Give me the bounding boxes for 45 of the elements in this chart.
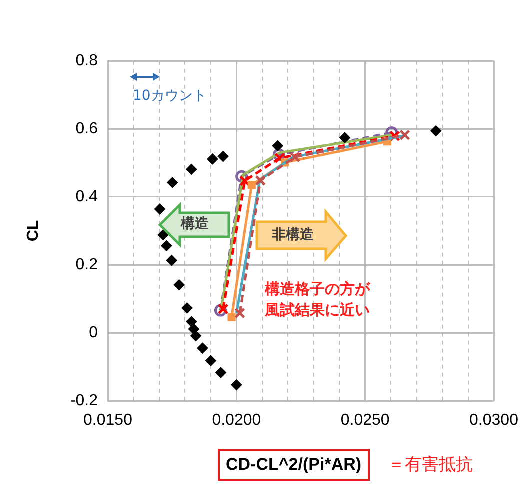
x-tick-label: 0.0250 <box>340 412 390 430</box>
y-tick-label: 0.6 <box>76 120 98 138</box>
point <box>399 130 410 141</box>
x-tick-label: 0.0300 <box>470 412 519 430</box>
annotation: 構造 <box>181 215 209 233</box>
point <box>218 304 229 315</box>
point <box>161 240 172 252</box>
x-axis-title: CD-CL^2/(Pi*AR) <box>218 449 370 481</box>
point <box>154 204 166 215</box>
x-tick-label: 0.0200 <box>212 412 262 430</box>
annotation: 非構造 <box>272 226 314 244</box>
point <box>272 140 284 152</box>
annotation: 10カウント <box>133 87 207 105</box>
annotation: 構造格子の方が風試結果に近い <box>265 279 372 321</box>
point <box>182 302 193 314</box>
point <box>190 330 202 342</box>
point <box>274 152 286 164</box>
y-tick-label: -0.2 <box>70 392 98 410</box>
point <box>231 380 242 391</box>
point <box>255 175 266 186</box>
point <box>228 313 236 322</box>
y-axis-title: CL <box>25 220 42 242</box>
point <box>290 152 301 163</box>
y-tick-label: 0 <box>89 324 98 342</box>
point <box>218 151 229 162</box>
y-tick-label: 0.2 <box>76 256 98 274</box>
point <box>234 308 246 319</box>
point <box>205 355 216 366</box>
point <box>186 316 198 328</box>
point <box>239 176 250 187</box>
point <box>340 132 351 144</box>
text: ＝有害抵抗 <box>388 454 473 476</box>
point <box>158 230 169 241</box>
point <box>186 164 198 175</box>
point <box>197 342 208 354</box>
point <box>215 367 226 378</box>
point <box>166 255 178 266</box>
y-tick-label: 0.8 <box>76 52 98 70</box>
point <box>174 280 185 291</box>
point <box>207 154 218 165</box>
point <box>430 126 442 137</box>
x-tick-label: 0.0150 <box>84 412 133 430</box>
y-tick-label: 0.4 <box>76 188 98 206</box>
point <box>248 181 256 190</box>
point <box>167 177 178 188</box>
